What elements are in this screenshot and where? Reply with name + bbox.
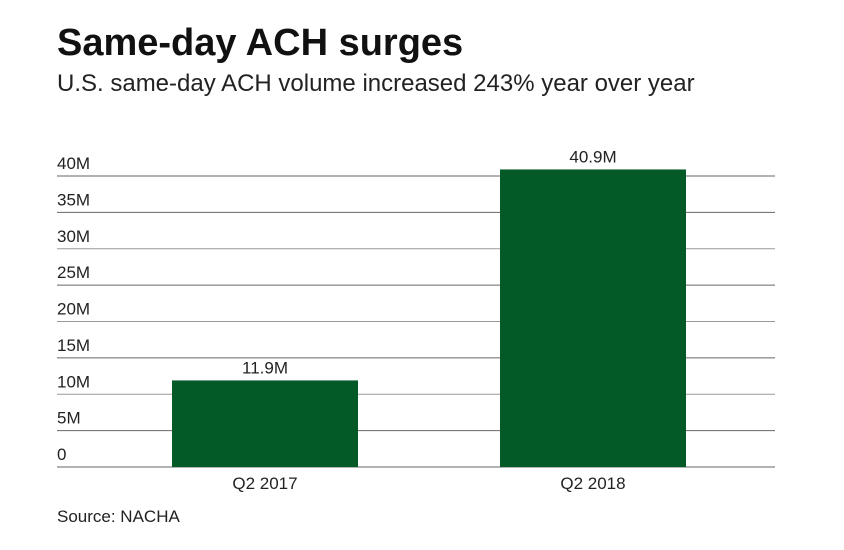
x-tick-label: Q2 2018 [560,474,625,493]
y-tick-label: 40M [57,154,90,173]
chart-subtitle: U.S. same-day ACH volume increased 243% … [57,70,695,97]
chart-title: Same-day ACH surges [57,22,464,64]
y-tick-label: 35M [57,190,90,209]
bar [500,169,686,467]
y-tick-label: 5M [57,409,81,428]
y-tick-label: 25M [57,263,90,282]
source-note: Source: NACHA [57,507,180,526]
y-tick-label: 10M [57,372,90,391]
data-label: 40.9M [569,147,616,166]
y-tick-label: 30M [57,227,90,246]
data-label: 11.9M [242,358,288,377]
y-tick-label: 0 [57,445,66,464]
y-tick-label: 15M [57,336,90,355]
y-tick-label: 20M [57,300,90,319]
bar [172,380,358,467]
x-tick-label: Q2 2017 [232,474,297,493]
